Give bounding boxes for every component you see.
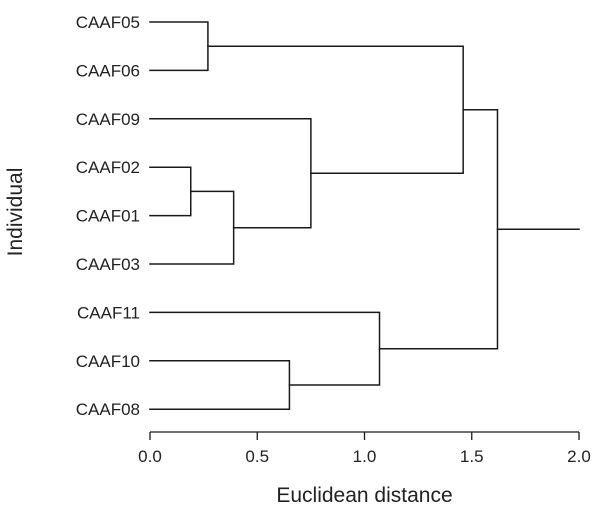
x-tick-label: 2.0 <box>567 447 591 466</box>
x-tick-label: 1.0 <box>353 447 377 466</box>
merge-branch-n5 <box>149 118 312 229</box>
leaf-label-caaf06: CAAF06 <box>76 61 140 80</box>
y-axis-title: Individual <box>4 168 27 257</box>
leaf-label-caaf02: CAAF02 <box>76 158 140 177</box>
x-tick-label: 0.5 <box>245 447 269 466</box>
branches-group <box>149 21 580 410</box>
merge-branch-n6 <box>149 311 381 386</box>
merge-branch-n1 <box>149 166 192 217</box>
leaf-label-caaf09: CAAF09 <box>76 110 140 129</box>
merge-branch-n3 <box>149 190 235 265</box>
leaf-label-caaf10: CAAF10 <box>76 352 140 371</box>
merge-branch-n2 <box>149 21 209 72</box>
leaf-label-caaf01: CAAF01 <box>76 207 140 226</box>
x-ticks-group: 0.0 0.5 1.0 1.5 2.0 <box>138 432 591 466</box>
leaf-labels-group: CAAF05 CAAF06 CAAF09 CAAF02 CAAF01 CAAF03 CAAF… <box>76 13 140 419</box>
leaf-label-caaf05: CAAF05 <box>76 13 140 32</box>
x-tick-label: 1.5 <box>460 447 484 466</box>
x-axis: 0.0 0.5 1.0 1.5 2.0 <box>138 431 591 466</box>
leaf-label-caaf03: CAAF03 <box>76 255 140 274</box>
x-tick-label: 0.0 <box>138 447 162 466</box>
merge-branch-n4 <box>149 360 291 410</box>
merge-branch-n7 <box>207 45 464 174</box>
leaf-label-caaf08: CAAF08 <box>76 400 140 419</box>
merge-branch-n8 <box>378 108 499 350</box>
x-axis-title: Euclidean distance <box>276 484 452 507</box>
leaf-label-caaf11: CAAF11 <box>77 303 140 322</box>
